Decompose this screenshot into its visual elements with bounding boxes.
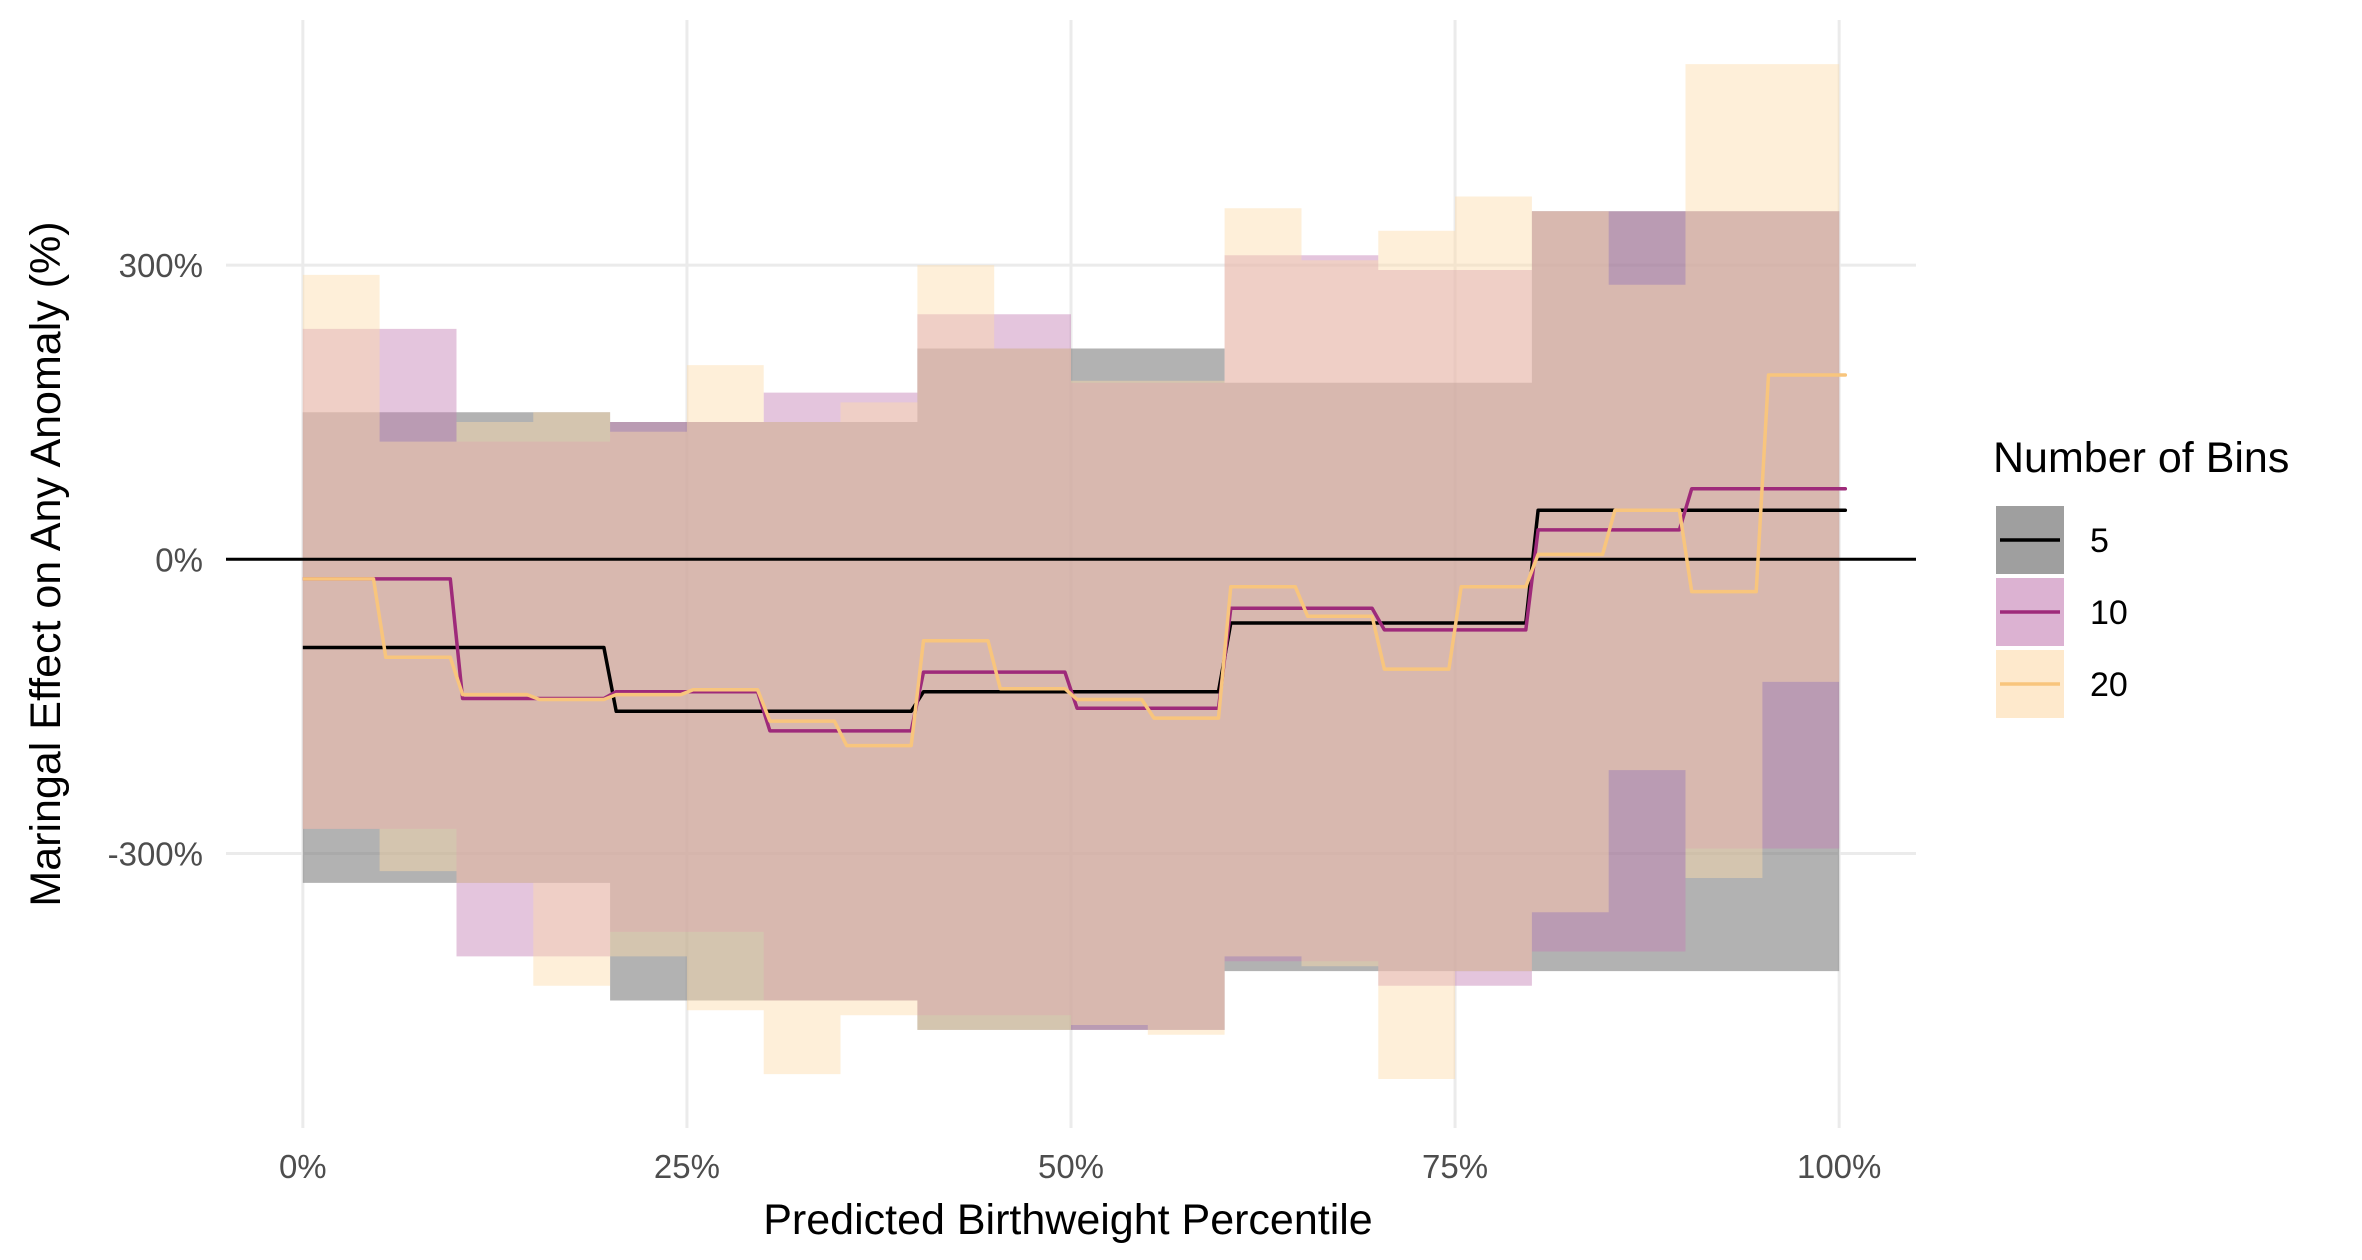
y-tick-label: -300% (108, 835, 203, 872)
line-series-20 (302, 373, 1848, 748)
y-tick-label: 300% (119, 247, 203, 284)
y-tick-label: 0% (155, 541, 203, 578)
legend-entry-5: 5 (1996, 506, 2109, 574)
ribbon-series-10 (302, 211, 1840, 1030)
legend-label: 10 (2090, 594, 2128, 632)
series-lines (302, 373, 1848, 748)
x-tick-label: 75% (1422, 1148, 1488, 1185)
confidence-ribbons (302, 64, 1840, 1080)
x-axis-title: Predicted Birthweight Percentile (763, 1196, 1372, 1244)
legend-entry-20: 20 (1996, 650, 2128, 718)
legend-title: Number of Bins (1993, 434, 2289, 482)
legend-entry-10: 10 (1996, 578, 2128, 646)
legend: Number of Bins 5 10 20 (1993, 434, 2289, 718)
x-tick-label: 100% (1797, 1148, 1881, 1185)
legend-label: 5 (2090, 522, 2109, 560)
legend-label: 20 (2090, 666, 2128, 704)
ribbon-series-5 (302, 211, 1840, 1030)
x-tick-label: 50% (1038, 1148, 1104, 1185)
x-tick-label: 25% (654, 1148, 720, 1185)
ribbon-series-20 (302, 64, 1840, 1080)
x-axis-tick-labels: 0% 25% 50% 75% 100% (279, 1148, 1881, 1185)
x-tick-label: 0% (279, 1148, 327, 1185)
y-axis-title: Maringal Effect on Any Anomaly (%) (22, 221, 70, 906)
y-axis-tick-labels: 300% 0% -300% (108, 247, 203, 872)
